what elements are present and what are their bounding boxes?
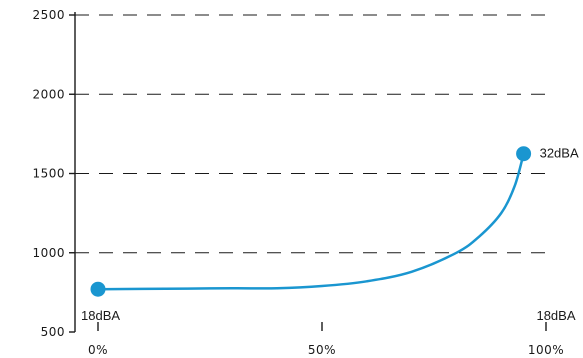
- y-tick-label-2000: 2000: [32, 87, 65, 101]
- series-line-0: [96, 152, 525, 291]
- y-tick-label-1500: 1500: [32, 167, 65, 181]
- y-tick-label-2500: 2500: [32, 8, 65, 22]
- y-tick-label-500: 500: [41, 325, 65, 339]
- annotation-1: 32dBA: [540, 146, 579, 161]
- endpoint-marker-1: [516, 146, 532, 162]
- endpoint-marker-0: [90, 281, 106, 297]
- annotation-0: 18dBA: [81, 308, 120, 323]
- axes: [69, 12, 547, 333]
- annotations: 18dBA 32dBA 18dBA: [81, 146, 579, 323]
- series-lines: [96, 152, 525, 291]
- x-tick-label-0: 0%: [88, 343, 108, 357]
- x-tick-label-50: 50%: [308, 343, 336, 357]
- endpoint-markers: [90, 146, 532, 297]
- grid-lines: [75, 14, 546, 254]
- y-tick-label-1000: 1000: [32, 246, 65, 260]
- tick-labels: 500 1000 1500 2000 2500 0% 50% 100%: [32, 8, 564, 357]
- x-tick-label-100: 100%: [528, 343, 564, 357]
- annotation-2: 18dBA: [536, 308, 575, 323]
